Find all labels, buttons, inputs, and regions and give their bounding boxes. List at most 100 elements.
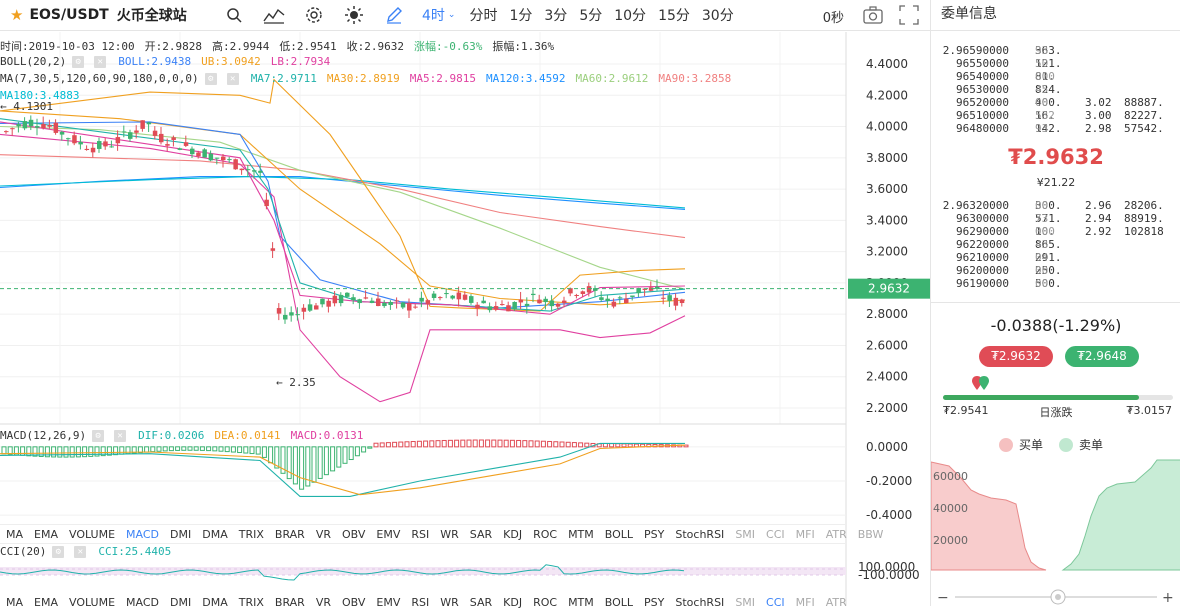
indicator-tab-roc[interactable]: ROC [533,527,558,541]
bid-row[interactable]: 2.96320000 300. 00 2.96 28206. [931,200,1180,212]
period-dropdown[interactable]: 4时 ⌄ [422,5,455,25]
indicator-tab-sar[interactable]: SAR [469,527,493,541]
indicator-tab-atr[interactable]: ATR [825,598,846,608]
indicator-tab-brar[interactable]: BRAR [274,527,305,541]
indicator-tab-psy[interactable]: PSY [644,598,665,608]
bid-price-button[interactable]: ₮2.9632 [979,346,1053,367]
close-small-icon[interactable]: ✕ [114,429,127,442]
indicator-tab-macd[interactable]: MACD [126,527,160,541]
ask-row[interactable]: 96530000 824. 45 [931,84,1180,96]
ask-row[interactable]: 96550000 121. 50 [931,58,1180,70]
close-small-icon[interactable]: ✕ [226,72,239,85]
bid-row[interactable]: 96300000 571. 73 2.94 88919. [931,213,1180,225]
ma180-info: MA180:3.4883 [0,89,89,102]
indicator-tab-trix[interactable]: TRIX [238,527,264,541]
settings-small-icon[interactable]: ⚙ [72,55,85,68]
period-tab-3m[interactable]: 3分 [544,8,568,24]
macd-bar-up [553,441,559,448]
indicator-tab-ema[interactable]: EMA [34,598,58,608]
bid-row[interactable]: 96190000 500. 00 [931,278,1180,290]
indicator-tab-trix[interactable]: TRIX [238,598,264,608]
close-small-icon[interactable]: ✕ [74,545,87,558]
indicator-tab-cci[interactable]: CCI [766,598,785,608]
indicator-tab-mtm[interactable]: MTM [568,527,594,541]
indicator-tab-mfi[interactable]: MFI [795,598,815,608]
indicator-tab-emv[interactable]: EMV [376,598,401,608]
theme-sun-icon[interactable] [334,0,374,31]
bid-row[interactable]: 96290000 10. 000 2.92 102818 [931,226,1180,238]
legend-buy[interactable]: 买单 [999,436,1043,453]
indicator-tab-kdj[interactable]: KDJ [503,598,523,608]
settings-small-icon[interactable]: ⚙ [204,72,217,85]
indicator-tab-dma[interactable]: DMA [202,598,228,608]
ask-price-button[interactable]: ₮2.9648 [1065,346,1139,367]
indicator-tab-vr[interactable]: VR [315,598,331,608]
indicator-tab-mtm[interactable]: MTM [568,598,594,608]
indicator-tab-cci[interactable]: CCI [766,527,785,541]
indicator-tab-sar[interactable]: SAR [469,598,493,608]
period-tab-1m[interactable]: 1分 [509,8,533,24]
indicator-tab-smi[interactable]: SMI [735,527,756,541]
indicator-tab-brar[interactable]: BRAR [274,598,305,608]
indicator-tab-rsi[interactable]: RSI [411,527,430,541]
search-icon[interactable] [214,0,254,31]
draw-pencil-icon[interactable] [374,0,414,31]
close-small-icon[interactable]: ✕ [94,55,107,68]
indicator-tab-roc[interactable]: ROC [533,598,558,608]
indicator-tab-macd[interactable]: MACD [126,598,160,608]
ask-row[interactable]: 2.96590000 363. 93 [931,45,1180,57]
symbol-selector[interactable]: ★ EOS/USDT 火币全球站 [0,5,214,25]
indicator-tab-dmi[interactable]: DMI [170,527,192,541]
settings-small-icon[interactable]: ⚙ [52,545,65,558]
indicator-tab-dma[interactable]: DMA [202,527,228,541]
period-tab-15m[interactable]: 15分 [658,8,690,24]
indicator-tab-bbw[interactable]: BBW [857,527,884,541]
period-tab-30m[interactable]: 30分 [701,8,734,24]
indicator-tab-boll[interactable]: BOLL [604,527,634,541]
indicator-tab-emv[interactable]: EMV [376,527,401,541]
indicator-tab-obv[interactable]: OBV [342,527,366,541]
zoom-plus-icon[interactable]: + [1162,590,1174,606]
legend-sell[interactable]: 卖单 [1059,436,1103,453]
indicator-tab-ma[interactable]: MA [6,527,24,541]
indicator-tab-atr[interactable]: ATR [825,527,847,541]
indicator-tab-stochrsi[interactable]: StochRSI [675,598,725,608]
fullscreen-icon[interactable] [898,4,920,30]
depth-chart[interactable]: 60000 40000 20000 [931,458,1180,588]
indicator-tab-vr[interactable]: VR [315,527,331,541]
candlestick-chart[interactable]: 4.4000 4.2000 4.0000 3.8000 3.6000 3.4000 3.20… [0,32,930,606]
indicator-tab-stochrsi[interactable]: StochRSI [675,527,725,541]
indicator-tab-obv[interactable]: OBV [342,598,366,608]
bid-row[interactable]: 96220000 865. 43 [931,239,1180,251]
settings-gear-icon[interactable] [294,0,334,31]
bid-row[interactable]: 96210000 291. 04 [931,252,1180,264]
indicator-tab-boll[interactable]: BOLL [604,598,634,608]
ask-row[interactable]: 96540000 81. 000 [931,71,1180,83]
ask-row[interactable]: 96480000 142. 93 2.98 57542. [931,123,1180,135]
period-tab-timeline[interactable]: 分时 [469,8,498,24]
indicator-tab-wr[interactable]: WR [440,527,459,541]
indicator-tab-wr[interactable]: WR [440,598,459,608]
ask-row[interactable]: 96510000 16. 532 3.00 82227. [931,110,1180,122]
indicator-tab-mfi[interactable]: MFI [795,527,815,541]
indicator-tab-ma[interactable]: MA [6,598,24,608]
depth-zoom-slider[interactable]: − + [931,588,1180,606]
indicator-tab-dmi[interactable]: DMI [170,598,192,608]
ask-row[interactable]: 96520000 400. 00 3.02 88887. [931,97,1180,109]
indicator-tab-rsi[interactable]: RSI [411,598,430,608]
indicator-tab-ema[interactable]: EMA [34,527,58,541]
settings-small-icon[interactable]: ⚙ [92,429,105,442]
indicator-tab-kdj[interactable]: KDJ [503,527,523,541]
chart-area[interactable]: 4.4000 4.2000 4.0000 3.8000 3.6000 3.4000 3.20… [0,32,930,608]
period-tab-5m[interactable]: 5分 [579,8,603,24]
favorite-star-icon[interactable]: ★ [10,6,24,24]
indicator-tab-volume[interactable]: VOLUME [68,598,116,608]
indicator-tab-smi[interactable]: SMI [735,598,756,608]
indicator-tab-psy[interactable]: PSY [644,527,665,541]
bid-row[interactable]: 96200000 250. 00 [931,265,1180,277]
indicators-icon[interactable] [254,0,294,31]
camera-icon[interactable] [862,4,884,30]
zoom-minus-icon[interactable]: − [937,590,949,606]
indicator-tab-volume[interactable]: VOLUME [68,527,116,541]
period-tab-10m[interactable]: 10分 [614,8,647,24]
